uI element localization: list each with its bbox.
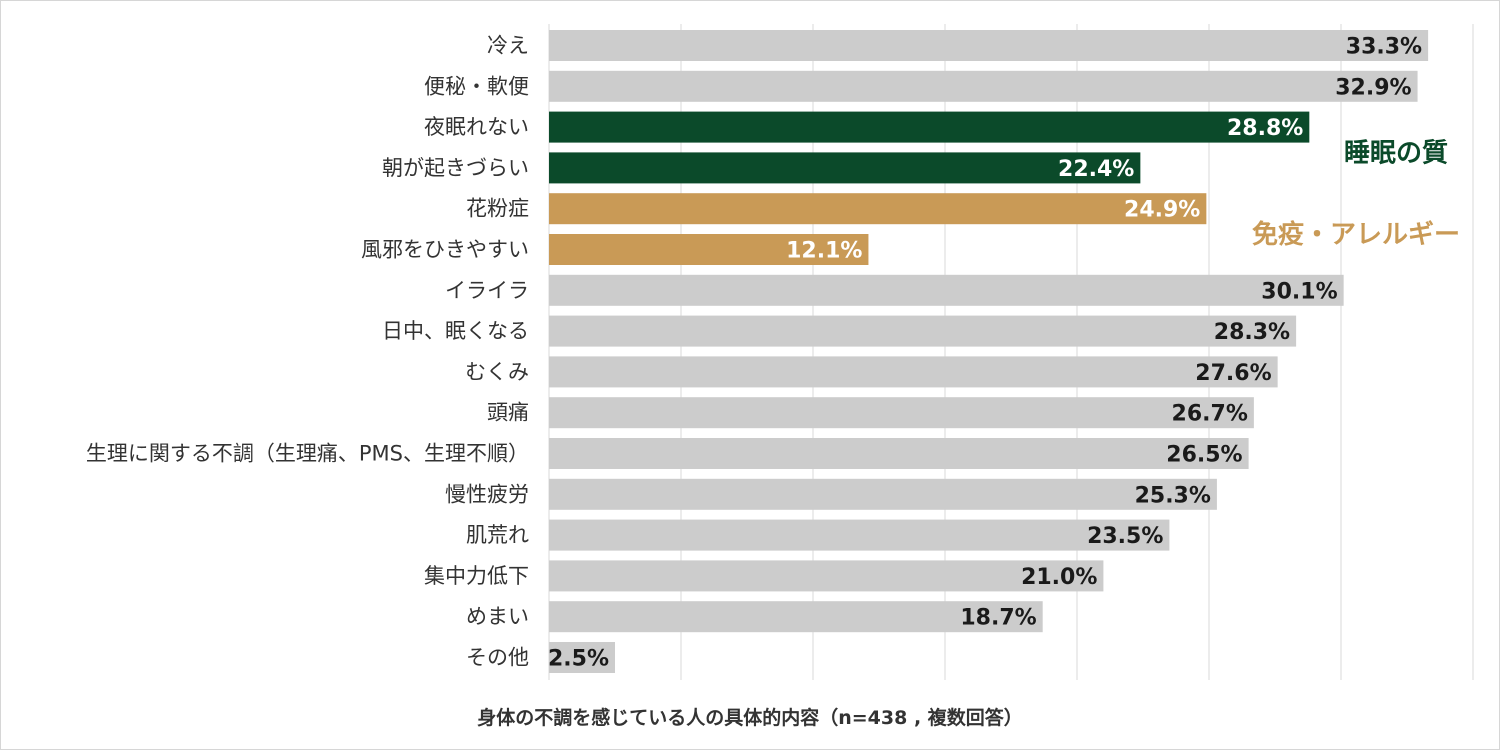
value-label: 2.5% (548, 647, 609, 672)
bar (549, 274, 1344, 306)
category-label: 便秘・軟便 (424, 74, 529, 98)
value-label: 21.0% (1021, 565, 1097, 590)
chart-title: 身体の不調を感じている人の具体的内容（n=438 , 複数回答） (477, 707, 1023, 729)
value-label: 25.3% (1135, 483, 1211, 508)
value-label: 24.9% (1124, 198, 1200, 223)
category-label: 風邪をひきやすい (361, 238, 529, 262)
group-label-immune: 免疫・アレルギー (1252, 219, 1460, 250)
category-label: むくみ (465, 360, 529, 384)
category-label: その他 (466, 646, 529, 670)
value-label: 22.4% (1058, 157, 1134, 182)
bar (549, 356, 1278, 388)
category-label: イライラ (445, 278, 529, 302)
value-label: 32.9% (1335, 75, 1411, 100)
bar (549, 152, 1141, 184)
category-label: 慢性疲労 (445, 482, 529, 506)
bar (549, 111, 1310, 143)
category-label: 生理に関する不調（生理痛、PMS、生理不順） (86, 442, 529, 466)
bar (549, 601, 1043, 633)
value-label: 28.3% (1214, 320, 1290, 345)
value-label: 26.5% (1166, 443, 1242, 468)
value-label: 18.7% (960, 606, 1036, 631)
value-label: 28.8% (1227, 116, 1303, 141)
value-label: 30.1% (1261, 279, 1337, 304)
bar (549, 560, 1104, 592)
bar (549, 397, 1254, 429)
category-label: めまい (466, 605, 529, 629)
category-label: 朝が起きづらい (382, 156, 529, 180)
category-label: 日中、眠くなる (382, 319, 529, 343)
category-label: 冷え (487, 34, 529, 58)
value-label: 12.1% (786, 239, 862, 264)
value-label: 23.5% (1087, 524, 1163, 549)
bar-chart: 冷え 33.3% 便秘・軟便 32.9% 夜眠れない 28.8% 朝が起きづらい 22.4% 花… (86, 24, 1474, 680)
value-label: 27.6% (1195, 361, 1271, 386)
bar (549, 642, 615, 673)
value-label: 33.3% (1346, 35, 1422, 60)
value-label: 26.7% (1172, 402, 1248, 427)
category-label: 頭痛 (487, 401, 529, 425)
category-label: 花粉症 (466, 197, 529, 221)
group-label-sleep: 睡眠の質 (1344, 138, 1448, 168)
category-label: 集中力低下 (424, 564, 529, 588)
bar (549, 234, 869, 265)
category-label: 夜眠れない (424, 115, 529, 139)
bar (549, 438, 1249, 469)
bar (549, 478, 1217, 510)
bar (549, 519, 1170, 551)
bar (549, 315, 1297, 347)
bar (549, 30, 1429, 61)
category-label: 肌荒れ (466, 523, 529, 547)
bar (549, 70, 1418, 102)
bar (549, 193, 1207, 225)
